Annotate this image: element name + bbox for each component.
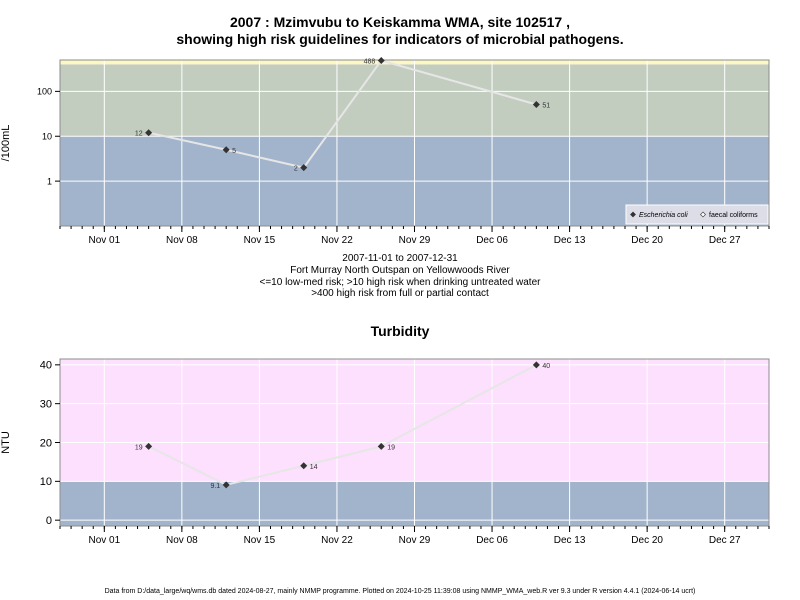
chart1-ytick-label-0: 1 xyxy=(47,176,52,186)
chart1-xtick-label-5: Dec 06 xyxy=(476,235,508,246)
chart1-caption-line2: Fort Murray North Outspan on Yellowwoods… xyxy=(290,265,510,276)
chart2-xtick-label-2: Nov 15 xyxy=(244,535,276,546)
chart2-ytick-label-3: 30 xyxy=(40,399,52,411)
chart1-data-label-3: 488 xyxy=(364,58,376,65)
chart1-data-point-4 xyxy=(532,100,540,108)
chart2-title: Turbidity xyxy=(370,323,430,339)
chart1-ytick-label-1: 10 xyxy=(42,131,52,141)
turbidity-chart: 0 10 20 30 40 Nov 01 Nov 08 Nov 15 Nov 22 Nov 29 D… xyxy=(0,358,770,546)
chart2-data-label-2: 14 xyxy=(310,464,318,471)
chart1-data-point-1 xyxy=(222,146,230,154)
chart2-ytick-label-4: 40 xyxy=(40,360,52,372)
chart2-ytick-label-2: 20 xyxy=(40,437,52,449)
chart1-data-label-4: 51 xyxy=(542,102,550,109)
chart2-data-point-2 xyxy=(300,462,308,470)
chart2-data-point-1 xyxy=(222,481,230,489)
chart1-legend-label-1: faecal coliforms xyxy=(709,212,758,219)
chart2-xtick-label-5: Dec 06 xyxy=(476,535,508,546)
chart1-xtick-label-2: Nov 15 xyxy=(244,235,276,246)
chart1-data-label-2: 2 xyxy=(294,166,298,173)
chart1-caption-line4: >400 high risk from full or partial cont… xyxy=(311,288,489,299)
chart2-xtick-label-8: Dec 27 xyxy=(709,535,741,546)
chart1-xtick-label-1: Nov 08 xyxy=(166,235,198,246)
chart2-ytick-label-0: 0 xyxy=(46,515,52,527)
chart2-y-axis-label: NTU xyxy=(0,431,12,454)
chart1-data-point-0 xyxy=(145,129,153,137)
chart1-legend-marker-0 xyxy=(630,211,636,218)
chart2-xtick-label-3: Nov 22 xyxy=(321,535,353,546)
footer-note: Data from D:/data_large/wq/wms.db dated … xyxy=(104,588,696,595)
chart2-xtick-label-6: Dec 13 xyxy=(554,535,586,546)
chart1-xtick-label-3: Nov 22 xyxy=(321,235,353,246)
chart1-title-line1: 2007 : Mzimvubu to Keiskamma WMA, site 1… xyxy=(229,14,570,30)
chart2-data-point-0 xyxy=(145,442,153,450)
chart2-xtick-label-1: Nov 08 xyxy=(166,535,198,546)
chart2-data-label-0: 19 xyxy=(135,444,143,451)
chart1-xtick-label-6: Dec 13 xyxy=(554,235,586,246)
chart2-data-label-1: 9.1 xyxy=(210,483,220,490)
microbial-chart: 1 10 100 Nov 01 Nov 08 Nov 15 Nov 22 Nov 29 Dec … xyxy=(0,56,770,246)
chart1-title-line2: showing high risk guidelines for indicat… xyxy=(176,31,624,47)
chart1-data-label-0: 12 xyxy=(135,131,143,138)
chart2-data-label-4: 40 xyxy=(542,363,550,370)
chart2-xtick-label-0: Nov 01 xyxy=(88,535,120,546)
chart1-caption-line3: <=10 low-med risk; >10 high risk when dr… xyxy=(259,277,541,288)
chart1-xtick-label-7: Dec 20 xyxy=(631,235,663,246)
chart2-data-point-4 xyxy=(532,361,540,369)
chart1-data-label-1: 5 xyxy=(232,148,236,155)
chart1-data-point-3 xyxy=(377,56,385,64)
chart1-legend-box xyxy=(625,204,769,225)
chart2-xtick-label-7: Dec 20 xyxy=(631,535,663,546)
chart2-data-point-3 xyxy=(377,442,385,450)
chart1-xtick-label-8: Dec 27 xyxy=(709,235,741,246)
chart1-xtick-label-0: Nov 01 xyxy=(88,235,120,246)
chart1-xtick-label-4: Nov 29 xyxy=(399,235,431,246)
chart1-legend-marker-1 xyxy=(700,211,706,218)
chart2-data-label-3: 19 xyxy=(387,444,395,451)
chart2-xtick-label-4: Nov 29 xyxy=(399,535,431,546)
chart1-legend-label-0: Escherichia coli xyxy=(639,212,688,219)
chart1-ytick-label-2: 100 xyxy=(37,87,52,97)
chart1-caption-line1: 2007-11-01 to 2007-12-31 xyxy=(342,253,458,264)
chart1-data-point-2 xyxy=(300,164,308,172)
chart2-ytick-label-1: 10 xyxy=(40,476,52,488)
chart1-y-axis-label: /100mL xyxy=(0,125,12,162)
